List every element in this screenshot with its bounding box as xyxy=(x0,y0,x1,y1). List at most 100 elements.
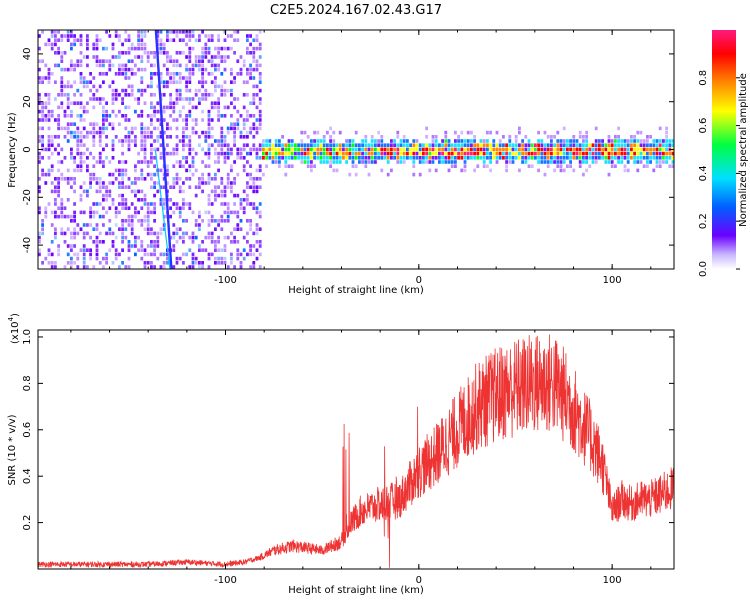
heatmap-cell xyxy=(345,143,348,147)
heatmap-cell xyxy=(217,223,220,227)
heatmap-cell xyxy=(566,147,569,152)
heatmap-cell xyxy=(668,151,672,156)
heatmap-cell xyxy=(73,42,76,47)
heatmap-cell xyxy=(310,151,313,156)
heatmap-cell xyxy=(210,105,214,110)
heatmap-cell xyxy=(489,147,492,152)
heatmap-cell xyxy=(658,156,662,160)
heatmap-cell xyxy=(38,105,41,110)
heatmap-cell xyxy=(92,109,96,114)
heatmap-cell xyxy=(124,88,128,93)
heatmap-cell xyxy=(217,214,220,219)
heatmap-cell xyxy=(444,147,448,152)
heatmap-cell xyxy=(175,143,179,147)
heatmap-cell xyxy=(159,130,163,135)
heatmap-cell xyxy=(204,55,208,59)
heatmap-cell xyxy=(226,126,230,131)
heatmap-cell xyxy=(233,202,236,206)
heatmap-cell xyxy=(76,101,80,105)
heatmap-cell xyxy=(495,235,499,240)
heatmap-cell xyxy=(82,219,86,223)
heatmap-cell xyxy=(50,109,54,114)
heatmap-cell xyxy=(662,240,665,244)
heatmap-cell xyxy=(188,261,192,265)
heatmap-cell xyxy=(121,88,124,93)
heatmap-cell xyxy=(118,72,121,76)
heatmap-cell xyxy=(169,93,172,97)
heatmap-cell xyxy=(66,118,70,122)
heatmap-cell xyxy=(111,181,115,185)
heatmap-cell xyxy=(246,143,249,147)
heatmap-cell xyxy=(98,185,102,189)
heatmap-cell xyxy=(249,38,252,42)
heatmap-cell xyxy=(562,156,566,160)
heatmap-cell xyxy=(201,97,204,101)
heatmap-cell xyxy=(230,193,233,198)
heatmap-cell xyxy=(249,185,252,189)
heatmap-cell xyxy=(146,206,150,210)
heatmap-cell xyxy=(258,30,262,34)
heatmap-cell xyxy=(236,248,240,252)
heatmap-cell xyxy=(239,252,243,257)
heatmap-cell xyxy=(252,265,256,269)
heatmap-cell xyxy=(662,147,665,152)
heatmap-cell xyxy=(284,147,288,152)
heatmap-cell xyxy=(92,42,96,47)
heatmap-cell xyxy=(326,160,329,164)
heatmap-cell xyxy=(633,147,636,152)
heatmap-cell xyxy=(153,63,156,68)
heatmap-cell xyxy=(214,122,217,126)
heatmap-cell xyxy=(114,88,118,93)
heatmap-cell xyxy=(287,143,291,147)
heatmap-cell xyxy=(226,252,230,257)
heatmap-cell xyxy=(191,34,195,38)
heatmap-cell xyxy=(137,93,140,97)
heatmap-cell xyxy=(230,181,233,185)
heatmap-cell xyxy=(210,219,214,223)
heatmap-cell xyxy=(130,130,134,135)
heatmap-cell xyxy=(617,126,620,131)
heatmap-cell xyxy=(303,130,307,135)
heatmap-cell xyxy=(220,256,224,261)
heatmap-cell xyxy=(150,240,153,244)
heatmap-cell xyxy=(172,51,176,55)
heatmap-cell xyxy=(121,202,124,206)
heatmap-cell xyxy=(82,143,86,147)
heatmap-cell xyxy=(348,198,352,202)
heatmap-cell xyxy=(140,240,144,244)
heatmap-cell xyxy=(665,160,668,164)
heatmap-cell xyxy=(114,227,118,231)
heatmap-cell xyxy=(70,130,73,135)
heatmap-cell xyxy=(118,130,121,135)
heatmap-cell xyxy=(367,172,371,177)
heatmap-cell xyxy=(143,72,147,76)
heatmap-cell xyxy=(38,126,41,131)
heatmap-cell xyxy=(278,147,281,152)
heatmap-cell xyxy=(178,177,182,181)
heatmap-cell xyxy=(89,235,92,240)
heatmap-cell xyxy=(236,139,240,143)
heatmap-cell xyxy=(146,214,150,219)
heatmap-cell xyxy=(242,135,246,139)
heatmap-cell xyxy=(236,88,240,93)
heatmap-cell xyxy=(191,30,195,34)
heatmap-cell xyxy=(214,63,217,68)
heatmap-cell xyxy=(124,219,128,223)
heatmap-cell xyxy=(47,189,51,194)
heatmap-cell xyxy=(150,151,153,156)
heatmap-cell xyxy=(60,160,64,164)
heatmap-cell xyxy=(134,198,137,202)
heatmap-cell xyxy=(153,109,156,114)
heatmap-cell xyxy=(306,143,310,147)
heatmap-cell xyxy=(92,147,96,152)
heatmap-cell xyxy=(226,151,230,156)
heatmap-cell xyxy=(223,46,227,51)
heatmap-cell xyxy=(108,76,112,80)
heatmap-cell xyxy=(57,101,60,105)
heatmap-cell xyxy=(124,72,128,76)
heatmap-cell xyxy=(217,139,220,143)
heatmap-cell xyxy=(95,42,99,47)
heatmap-cell xyxy=(146,231,150,236)
heatmap-cell xyxy=(540,156,544,160)
heatmap-cell xyxy=(553,168,556,173)
